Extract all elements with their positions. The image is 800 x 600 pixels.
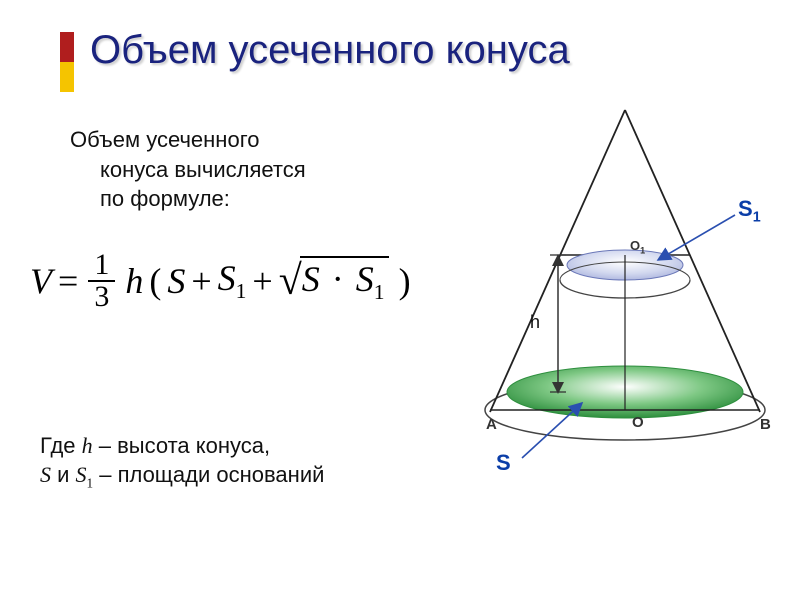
frustum-svg	[460, 100, 790, 480]
frac-den: 3	[88, 282, 115, 312]
footnote-line-2: S и S1 – площади оснований	[40, 461, 470, 492]
formula-open: (	[149, 260, 161, 302]
formula-fraction: 1 3	[88, 250, 115, 312]
formula-S1: S1	[218, 257, 247, 304]
label-h: h	[530, 312, 540, 333]
intro-line-3: по формуле:	[100, 184, 430, 214]
intro-text: Объем усеченного конуса вычисляется по ф…	[70, 125, 430, 214]
sqrt-symbol: √	[279, 260, 302, 302]
formula-plus-1: +	[191, 260, 211, 302]
formula-V: V	[30, 260, 52, 302]
footnote-line-1: Где h – высота конуса,	[40, 432, 470, 461]
volume-formula: V = 1 3 h ( S + S1 + √ S · S1 )	[30, 250, 411, 312]
label-S: S	[496, 450, 511, 476]
footnote: Где h – высота конуса, S и S1 – площади …	[40, 432, 470, 491]
label-B: B	[760, 416, 771, 433]
formula-sqrt: √ S · S1	[279, 256, 389, 305]
frac-num: 1	[88, 250, 115, 282]
intro-line-1: Объем усеченного	[70, 125, 430, 155]
formula-plus-2: +	[252, 260, 272, 302]
label-S1: S1	[738, 196, 761, 225]
formula-close: )	[399, 260, 411, 302]
label-O: O	[632, 414, 644, 431]
label-O1: O1	[630, 238, 645, 256]
s1-pointer	[658, 215, 735, 260]
slide-title: Объем усеченного конуса	[60, 28, 760, 73]
title-text: Объем усеченного конуса	[90, 28, 760, 73]
formula-S: S	[167, 260, 185, 302]
intro-line-2: конуса вычисляется	[100, 155, 430, 185]
sqrt-body: S · S1	[300, 256, 389, 305]
frustum-diagram: S1 h O1 A O B S	[460, 100, 790, 480]
formula-h: h	[125, 260, 143, 302]
label-A: A	[486, 416, 497, 433]
formula-eq: =	[58, 260, 78, 302]
